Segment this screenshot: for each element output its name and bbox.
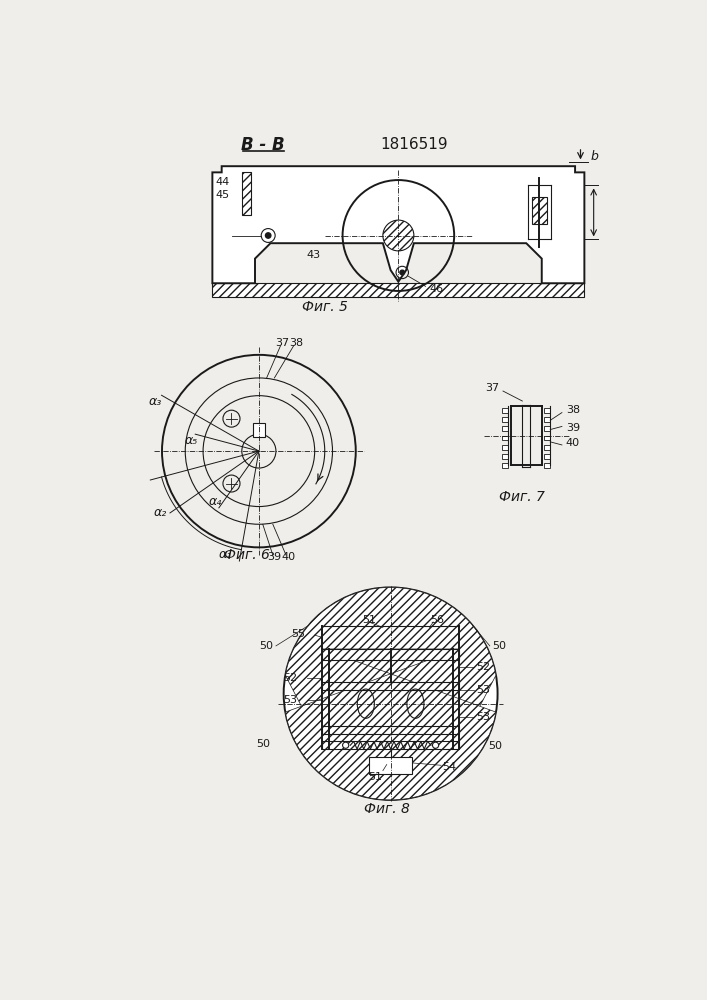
Polygon shape: [212, 283, 585, 297]
Text: α₄: α₄: [209, 495, 221, 508]
Circle shape: [383, 220, 414, 251]
Bar: [502, 463, 508, 468]
Bar: [544, 408, 550, 413]
Circle shape: [343, 742, 349, 748]
Text: 37: 37: [275, 338, 289, 348]
Text: α₅: α₅: [185, 434, 198, 447]
Bar: [502, 408, 508, 413]
Circle shape: [433, 742, 438, 748]
Text: 50: 50: [489, 741, 502, 751]
Text: 50: 50: [492, 641, 506, 651]
Bar: [369, 757, 412, 774]
Bar: [544, 445, 550, 450]
Text: Фиг. 5: Фиг. 5: [302, 300, 348, 314]
Text: 43: 43: [306, 250, 320, 260]
Polygon shape: [286, 587, 496, 744]
Text: 56: 56: [430, 615, 444, 625]
Bar: [502, 417, 508, 422]
Text: Фиг. 6: Фиг. 6: [224, 548, 270, 562]
Text: α₃: α₃: [148, 395, 162, 408]
Text: 44: 44: [215, 177, 230, 187]
Text: 55: 55: [291, 629, 305, 639]
Text: 50: 50: [259, 641, 274, 651]
Bar: [322, 726, 459, 734]
Text: B - B: B - B: [241, 136, 284, 154]
Text: 40: 40: [281, 552, 296, 562]
Circle shape: [284, 587, 498, 800]
Bar: [532, 197, 547, 224]
Text: 53: 53: [284, 695, 298, 705]
Bar: [242, 172, 251, 215]
Text: α₂: α₂: [154, 506, 168, 519]
Bar: [502, 445, 508, 450]
Bar: [322, 741, 459, 749]
Polygon shape: [212, 166, 585, 283]
Bar: [502, 426, 508, 431]
Text: 1816519: 1816519: [380, 137, 448, 152]
Text: 40: 40: [566, 438, 580, 448]
Text: b: b: [590, 150, 598, 163]
Text: 39: 39: [566, 423, 580, 433]
Polygon shape: [286, 649, 496, 800]
Bar: [544, 463, 550, 468]
Bar: [544, 454, 550, 459]
Text: 38: 38: [289, 338, 303, 348]
Text: 38: 38: [566, 405, 580, 415]
Bar: [544, 436, 550, 440]
Text: 51: 51: [368, 772, 382, 782]
Text: 51: 51: [362, 615, 376, 625]
Text: 52: 52: [284, 673, 298, 683]
Bar: [502, 436, 508, 440]
Bar: [502, 454, 508, 459]
Text: 52: 52: [476, 662, 490, 672]
Text: 45: 45: [216, 190, 230, 200]
Text: 39: 39: [267, 552, 281, 562]
Bar: [322, 649, 459, 660]
Bar: [322, 682, 459, 690]
Bar: [544, 417, 550, 422]
Text: Фиг. 7: Фиг. 7: [499, 490, 545, 504]
Text: 46: 46: [429, 284, 443, 294]
Bar: [252, 423, 265, 437]
Circle shape: [265, 233, 271, 238]
Text: Фиг. 8: Фиг. 8: [364, 802, 409, 816]
Text: 37: 37: [485, 383, 499, 393]
Bar: [544, 426, 550, 431]
Circle shape: [400, 270, 404, 275]
Text: 53: 53: [476, 685, 490, 695]
Text: 50: 50: [256, 739, 270, 749]
Text: 54: 54: [442, 762, 456, 772]
Text: α₁: α₁: [218, 548, 232, 561]
Text: 53: 53: [476, 712, 490, 722]
